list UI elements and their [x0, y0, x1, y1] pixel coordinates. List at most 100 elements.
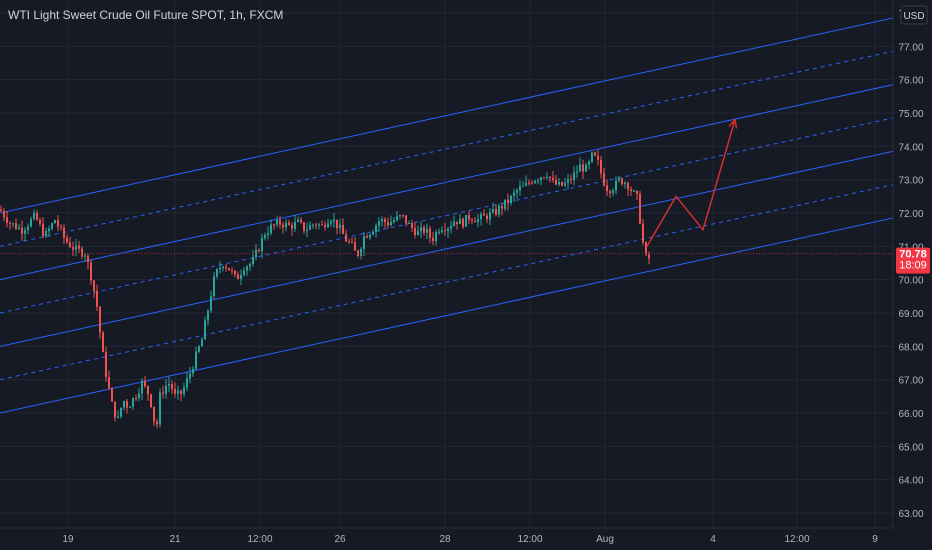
candle-body: [252, 257, 254, 264]
candle: [369, 233, 371, 241]
candle-body: [456, 221, 458, 225]
candle-body: [348, 241, 350, 243]
candle: [450, 220, 452, 234]
candle-body: [570, 179, 572, 181]
candle-body: [363, 236, 365, 250]
candle-body: [579, 164, 581, 172]
candle-body: [420, 227, 422, 232]
candle: [348, 238, 350, 244]
candle-body: [513, 192, 515, 196]
candle: [180, 389, 182, 402]
candle-body: [612, 190, 614, 194]
candle-body: [522, 185, 524, 187]
candle: [24, 226, 26, 241]
candle: [300, 217, 302, 225]
candle-body: [633, 190, 635, 192]
currency-badge[interactable]: [900, 5, 928, 25]
candle-body: [126, 401, 128, 408]
candle-body: [399, 215, 401, 217]
candle-body: [639, 193, 641, 224]
candle: [240, 269, 242, 286]
candle-body: [366, 236, 368, 238]
candle-body: [402, 215, 404, 217]
candle: [453, 215, 455, 227]
candle-body: [264, 235, 266, 239]
candle-body: [450, 225, 452, 229]
time-axis[interactable]: 19 21 12:00 26 28 12:00 Aug 4 12:00 9: [62, 534, 878, 545]
candle-body: [381, 218, 383, 222]
candle-body: [6, 217, 8, 223]
candle-body: [303, 222, 305, 232]
candle: [378, 217, 380, 233]
candle-body: [351, 241, 353, 243]
candle-body: [630, 189, 632, 192]
candle-body: [153, 406, 155, 422]
candle: [597, 149, 599, 166]
candle-body: [114, 401, 116, 418]
candle-body: [177, 390, 179, 394]
candle: [528, 179, 530, 186]
candle: [549, 176, 551, 183]
candle-body: [396, 216, 398, 221]
candle: [576, 165, 578, 178]
candle-body: [234, 270, 236, 275]
candle: [345, 229, 347, 242]
candle: [165, 379, 167, 399]
candle-body: [534, 180, 536, 183]
candle: [114, 401, 116, 422]
candle-body: [132, 398, 134, 407]
candle-body: [93, 280, 95, 291]
candle: [558, 178, 560, 187]
candle: [402, 214, 404, 219]
candle: [15, 218, 17, 230]
candle: [318, 222, 320, 230]
candle-body: [306, 229, 308, 232]
candle-body: [288, 222, 290, 225]
candle: [282, 221, 284, 234]
candle-body: [249, 263, 251, 267]
candle-body: [273, 224, 275, 226]
candle-body: [258, 249, 260, 252]
candle: [39, 217, 41, 227]
candle-body: [60, 226, 62, 228]
candle-body: [600, 159, 602, 174]
grid-lines: [0, 0, 893, 528]
candle: [444, 222, 446, 236]
candle: [513, 188, 515, 202]
candle-body: [285, 222, 287, 228]
candle: [372, 229, 374, 236]
candle-body: [138, 393, 140, 399]
candle-body: [624, 182, 626, 185]
candle-body: [378, 221, 380, 226]
candle-body: [0, 209, 2, 212]
candle-body: [477, 219, 479, 223]
candle: [210, 290, 212, 313]
candle: [111, 386, 113, 402]
candle: [96, 284, 98, 312]
candle: [480, 211, 482, 226]
candle: [627, 181, 629, 197]
candle-body: [105, 351, 107, 377]
price-tick-label: 69.00: [898, 309, 923, 320]
candle-body: [432, 237, 434, 242]
candle-body: [489, 212, 491, 220]
candle: [642, 218, 644, 246]
candle: [555, 175, 557, 186]
candle: [66, 234, 68, 245]
price-tick-label: 68.00: [898, 342, 923, 353]
candle: [414, 222, 416, 239]
candle: [18, 223, 20, 231]
candle-body: [279, 219, 281, 225]
candle: [90, 259, 92, 285]
candle: [213, 272, 215, 300]
candle-body: [84, 255, 86, 257]
candle: [489, 207, 491, 226]
candle: [249, 262, 251, 272]
currency-label: USD: [903, 11, 924, 22]
candle: [156, 418, 158, 429]
candle: [552, 170, 554, 183]
candle-body: [483, 214, 485, 216]
candle: [21, 220, 23, 241]
